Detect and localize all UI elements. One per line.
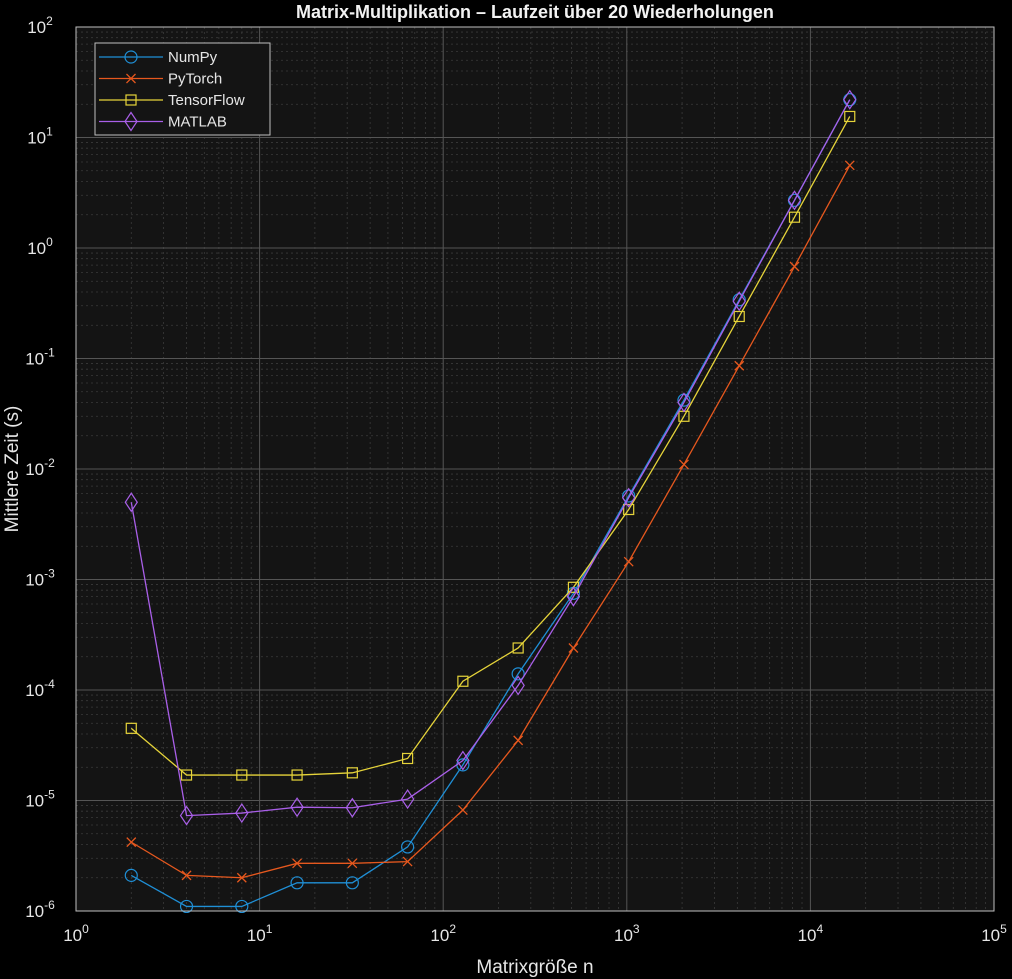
legend-label: TensorFlow xyxy=(168,92,245,109)
pytorch-point xyxy=(679,459,689,470)
matlab-point xyxy=(235,802,249,824)
series-matlab xyxy=(124,89,857,826)
numpy-point xyxy=(511,667,525,681)
tensorflow-point xyxy=(291,769,303,781)
tensorflow-point xyxy=(346,767,358,779)
y-tick-label: 10-1 xyxy=(25,346,55,369)
pytorch-point xyxy=(181,870,192,881)
legend: NumPy PyTorch TensorFlow MATLAB xyxy=(94,42,271,136)
legend-item-matlab: MATLAB xyxy=(99,111,227,132)
y-tick-label: 101 xyxy=(27,125,53,148)
tensorflow-point xyxy=(844,110,856,123)
numpy-point xyxy=(179,899,194,914)
pytorch-point xyxy=(292,858,303,869)
plot-frame xyxy=(75,26,995,912)
tensorflow-point xyxy=(623,503,635,516)
x-axis-label: Matrixgröße n xyxy=(476,957,593,978)
matlab-point xyxy=(732,291,746,312)
x-tick-label: 100 xyxy=(63,922,89,945)
pytorch-point xyxy=(623,556,634,567)
tensorflow-point xyxy=(733,310,745,323)
legend-marker xyxy=(125,94,137,106)
pytorch-point xyxy=(236,872,247,883)
matlab-point xyxy=(787,190,802,211)
tensorflow-line xyxy=(130,116,851,776)
legend-box xyxy=(94,42,271,136)
numpy-point xyxy=(124,868,138,882)
pytorch-point xyxy=(347,858,358,869)
numpy-point xyxy=(732,293,746,307)
y-tick-label: 10-4 xyxy=(25,677,55,700)
legend-item-numpy: NumPy xyxy=(99,49,218,66)
numpy-point xyxy=(401,840,415,854)
matlab-point xyxy=(511,675,525,696)
y-tick-label: 10-5 xyxy=(25,788,55,811)
x-tick-label: 104 xyxy=(798,922,824,945)
legend-label: MATLAB xyxy=(168,114,227,131)
matlab-point xyxy=(345,797,360,818)
pytorch-point xyxy=(734,360,745,371)
matlab-line xyxy=(130,99,851,817)
tensorflow-point xyxy=(180,769,193,781)
pytorch-point xyxy=(513,735,524,746)
numpy-point xyxy=(290,876,304,890)
legend-item-tensorflow: TensorFlow xyxy=(99,92,245,109)
matlab-point xyxy=(677,392,691,413)
y-tick-label: 100 xyxy=(27,235,53,258)
tensorflow-point xyxy=(457,675,469,687)
matlab-point xyxy=(456,750,470,771)
y-tick-label: 10-3 xyxy=(25,567,55,590)
pytorch-point xyxy=(457,805,468,815)
y-tick-label: 10-6 xyxy=(25,898,55,921)
matlab-point xyxy=(290,797,304,818)
legend-label: NumPy xyxy=(168,49,218,66)
tensorflow-point xyxy=(402,752,414,765)
matlab-point xyxy=(566,586,581,607)
matlab-point xyxy=(843,89,857,110)
legend-marker xyxy=(126,73,136,84)
legend-marker xyxy=(124,111,138,132)
chart-title: Matrix-Multiplikation – Laufzeit über 20… xyxy=(296,2,774,22)
numpy-line xyxy=(130,99,851,908)
numpy-point xyxy=(345,876,359,890)
x-tick-label: 105 xyxy=(981,922,1007,945)
legend-label: PyTorch xyxy=(168,71,222,88)
numpy-point xyxy=(235,899,249,914)
tensorflow-point xyxy=(788,211,801,223)
tensorflow-point xyxy=(512,642,524,654)
pytorch-point xyxy=(402,856,413,867)
x-tick-label: 101 xyxy=(247,922,273,945)
pytorch-point xyxy=(126,837,137,848)
pytorch-line xyxy=(130,165,851,879)
series-layer xyxy=(124,89,857,914)
numpy-point xyxy=(622,489,636,503)
x-tick-label: 103 xyxy=(614,922,640,945)
matlab-point xyxy=(124,492,138,513)
pytorch-point xyxy=(568,643,579,653)
tick-labels: 100 101 102 103 104 105 10-6 10-5 10-4 10-3 10-2 10… xyxy=(25,14,1007,945)
y-tick-label: 10-2 xyxy=(25,456,55,479)
y-tick-label: 102 xyxy=(27,14,53,37)
x-tick-label: 102 xyxy=(430,922,456,945)
legend-item-pytorch: PyTorch xyxy=(99,71,222,88)
legend-marker xyxy=(124,50,138,64)
series-tensorflow xyxy=(125,110,856,781)
tensorflow-point xyxy=(125,722,137,734)
pytorch-point xyxy=(789,261,800,272)
matlab-point xyxy=(400,788,415,810)
matlab-point xyxy=(179,805,194,826)
y-axis-label: Mittlere Zeit (s) xyxy=(2,406,23,533)
pytorch-point xyxy=(844,160,855,171)
tensorflow-point xyxy=(236,769,248,781)
matlab-point xyxy=(621,487,636,508)
series-pytorch xyxy=(126,160,855,883)
